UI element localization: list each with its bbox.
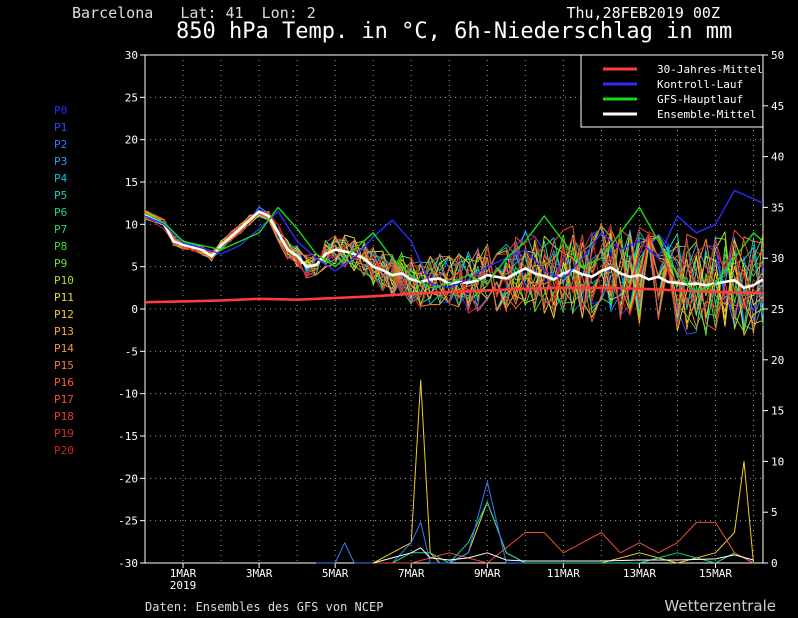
x-tick-label: 15MAR [699,567,732,580]
right-tick-label: 15 [771,405,784,418]
member-label-p3: P3 [54,155,68,168]
series-line-gfs-hauptlauf [144,206,764,293]
left-tick-label: 30 [125,49,138,62]
x-tick-label: 3MAR [246,567,273,580]
left-tick-label: 5 [131,261,138,274]
member-label-p2: P2 [54,138,68,151]
series-line-30-jahres-mittel [144,286,763,304]
precip-line-p17 [373,521,754,564]
legend: 30-Jahres-Mittel Kontroll-Lauf GFS-Hauptla… [580,54,764,128]
brand-label: Wetterzentrale [664,597,776,615]
left-tick-label: 20 [125,134,138,147]
precip-line-p2 [316,481,526,564]
left-tick-label: -25 [118,515,138,528]
left-tick-label: -10 [118,388,138,401]
right-tick-label: 10 [771,455,784,468]
series-line-ensemble-mittel [144,210,764,290]
member-label-p20: P20 [54,444,74,457]
right-tick-label: 25 [771,303,784,316]
member-label-p5: P5 [54,189,68,202]
member-label-p15: P15 [54,359,74,372]
member-label-p6: P6 [54,206,68,219]
legend-label: Ensemble-Mittel [657,108,756,121]
left-tick-label: 10 [125,218,138,231]
x-tick-label: 1MAR [170,567,197,580]
member-label-p0: P0 [54,104,68,117]
left-tick-label: -30 [118,557,138,570]
left-tick-label: -20 [118,472,138,485]
left-tick-label: 0 [131,303,138,316]
member-label-p8: P8 [54,240,68,253]
legend-label: GFS-Hauptlauf [657,93,743,106]
right-tick-label: 45 [771,100,784,113]
right-tick-label: 40 [771,151,784,164]
member-label-p16: P16 [54,376,74,389]
x-tick-label: 7MAR [398,567,425,580]
member-label-p7: P7 [54,223,68,236]
left-tick-label: -15 [118,430,138,443]
x-year-label: 2019 [170,579,197,592]
member-label-p17: P17 [54,393,74,406]
member-label-p13: P13 [54,325,74,338]
member-label-p14: P14 [54,342,74,355]
left-tick-label: -5 [125,345,138,358]
member-label-p9: P9 [54,257,68,270]
x-tick-label: 13MAR [623,567,656,580]
precip-line-ensemble-mittel [373,547,754,564]
legend-label: 30-Jahres-Mittel [657,63,763,76]
location-label: Barcelona Lat: 41 Lon: 2 [72,4,316,22]
left-tick-label: 25 [125,91,138,104]
member-line-p20 [144,212,764,316]
member-label-p11: P11 [54,291,74,304]
member-label-p18: P18 [54,410,74,423]
x-tick-label: 11MAR [547,567,580,580]
chart-title: 850 hPa Temp. in °C, 6h-Niederschlag in … [176,19,733,44]
x-tick-label: 5MAR [322,567,349,580]
member-label-p1: P1 [54,121,68,134]
member-label-p10: P10 [54,274,74,287]
member-label-p19: P19 [54,427,74,440]
right-tick-label: 5 [771,506,778,519]
ensemble-member-list: P0 P1 P2 P3 P4 P5 P6 P7 P8 P9 P10 P11 P12 P13 P14 P15 P1… [54,102,74,459]
legend-label: Kontroll-Lauf [657,78,743,91]
member-label-p12: P12 [54,308,74,321]
right-tick-label: 20 [771,354,784,367]
data-source: Daten: Ensembles des GFS von NCEP [145,600,384,614]
precip-line-p6 [354,501,754,564]
right-tick-label: 35 [771,201,784,214]
left-tick-label: 15 [125,176,138,189]
right-tick-label: 50 [771,49,784,62]
member-label-p4: P4 [54,172,68,185]
right-tick-label: 0 [771,557,778,570]
x-tick-label: 9MAR [474,567,501,580]
run-date: Thu,28FEB2019 00Z [566,4,720,22]
right-tick-label: 30 [771,252,784,265]
